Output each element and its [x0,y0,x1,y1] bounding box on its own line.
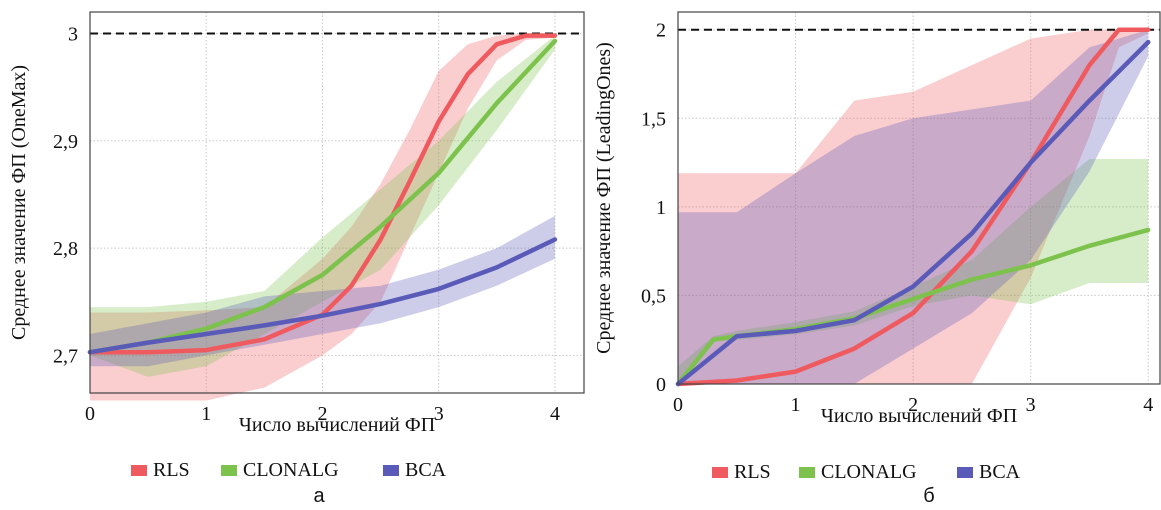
x-tick-label: 0 [85,403,95,425]
y-tick-label: 1 [656,197,666,219]
plot-frame [677,11,1161,385]
legend-label-rls: RLS [153,459,190,481]
x-tick-label: 3 [434,403,444,425]
series-line-bca [675,39,1151,387]
y-tick-label: 1,5 [641,108,666,130]
y-tick-label: 0,5 [641,285,666,307]
x-tick-label: 0 [673,394,683,416]
y-tick-label: 2,8 [53,238,78,260]
y-axis-title: Среднее значение ФП (LeadingOnes) [593,42,615,354]
x-tick-label: 1 [791,394,801,416]
x-tick-label: 2 [317,403,327,425]
x-tick-label: 1 [201,403,211,425]
legend-swatch-clonalg [221,465,237,476]
plot-frame [89,11,585,394]
legend-label-clonalg: CLONALG [821,461,917,483]
legend-label-clonalg: CLONALG [243,459,339,481]
legend-label-bca: BCA [405,459,447,481]
series-band-rls [678,29,1149,384]
legend-swatch-bca [957,467,973,478]
legend-swatch-rls [712,467,728,478]
legend-swatch-clonalg [799,467,815,478]
legend-swatch-bca [383,465,399,476]
y-axis-title: Среднее значение ФП (OneMax) [8,65,30,340]
legend-label-rls: RLS [734,461,771,483]
x-tick-label: 4 [1143,394,1153,416]
series-line-rls [87,33,558,355]
series-line-clonalg [675,227,1151,387]
series-band-bca [678,29,1149,384]
series-line-bca [87,237,558,355]
y-tick-label: 3 [68,23,78,45]
panel-label: б [923,485,934,507]
series-line-rls [675,27,1151,387]
x-axis-title: Число вычислений ФП [821,405,1017,427]
legend-label-bca: BCA [979,461,1021,483]
y-tick-label: 0 [656,374,666,396]
y-tick-label: 2,9 [53,131,78,153]
x-tick-label: 4 [550,403,560,425]
x-tick-label: 2 [908,394,918,416]
y-tick-label: 2 [656,20,666,42]
panel-label: а [313,485,325,507]
x-axis-title: Число вычислений ФП [239,414,435,436]
y-tick-label: 2,7 [53,345,78,367]
legend-swatch-rls [131,465,147,476]
x-tick-label: 3 [1026,394,1036,416]
